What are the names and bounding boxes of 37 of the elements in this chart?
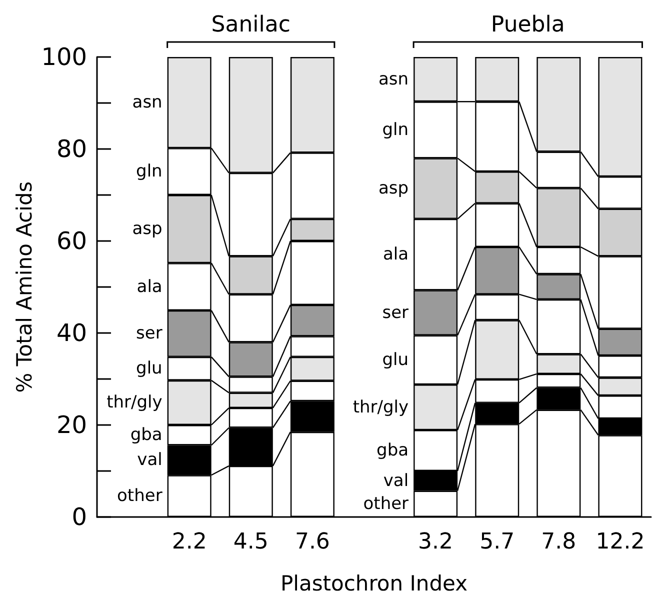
text: asn [132, 92, 162, 113]
text: asp [132, 219, 162, 240]
series-label: glu [382, 350, 409, 370]
y-axis-title: % Total Amino Acids [12, 181, 36, 393]
text: gba [130, 425, 162, 446]
text: other [117, 486, 162, 506]
x-tick-label: 7.8 [541, 530, 576, 554]
x-tick-label: 2.2 [172, 530, 207, 554]
x-axis-title: Plastochron Index [280, 572, 468, 596]
text: glu [136, 358, 162, 379]
y-tick-label: 20 [56, 411, 87, 439]
series-label: ser [382, 302, 409, 323]
series-label: val [383, 470, 409, 491]
y-tick-label: 60 [56, 227, 87, 255]
text: Puebla [490, 12, 565, 38]
x-tick-label: 7.6 [294, 530, 330, 554]
series-label: ala [382, 244, 409, 265]
y-tick-label: 0 [72, 503, 87, 531]
series-label: thr/gly [352, 397, 409, 418]
x-tick-label: 3.2 [418, 530, 454, 554]
y-tick-label: 80 [56, 135, 87, 163]
series-label: other [363, 494, 409, 514]
x-tick-label: 5.7 [480, 530, 515, 554]
text: val [137, 450, 162, 470]
text: Sanilac [211, 12, 290, 38]
series-label: gln [382, 120, 409, 140]
text: thr/gly [106, 392, 162, 413]
x-tick-label: 4.5 [233, 530, 268, 554]
text: ser [136, 324, 162, 344]
x-tick-label: 12.2 [596, 530, 645, 554]
text: ala [136, 276, 162, 297]
series-label: asp [378, 178, 409, 199]
y-tick-label: 40 [56, 319, 87, 347]
series-label: gba [376, 440, 409, 461]
series-label: asn [378, 69, 409, 90]
text: gln [136, 162, 162, 182]
y-tick-label: 100 [41, 43, 87, 71]
